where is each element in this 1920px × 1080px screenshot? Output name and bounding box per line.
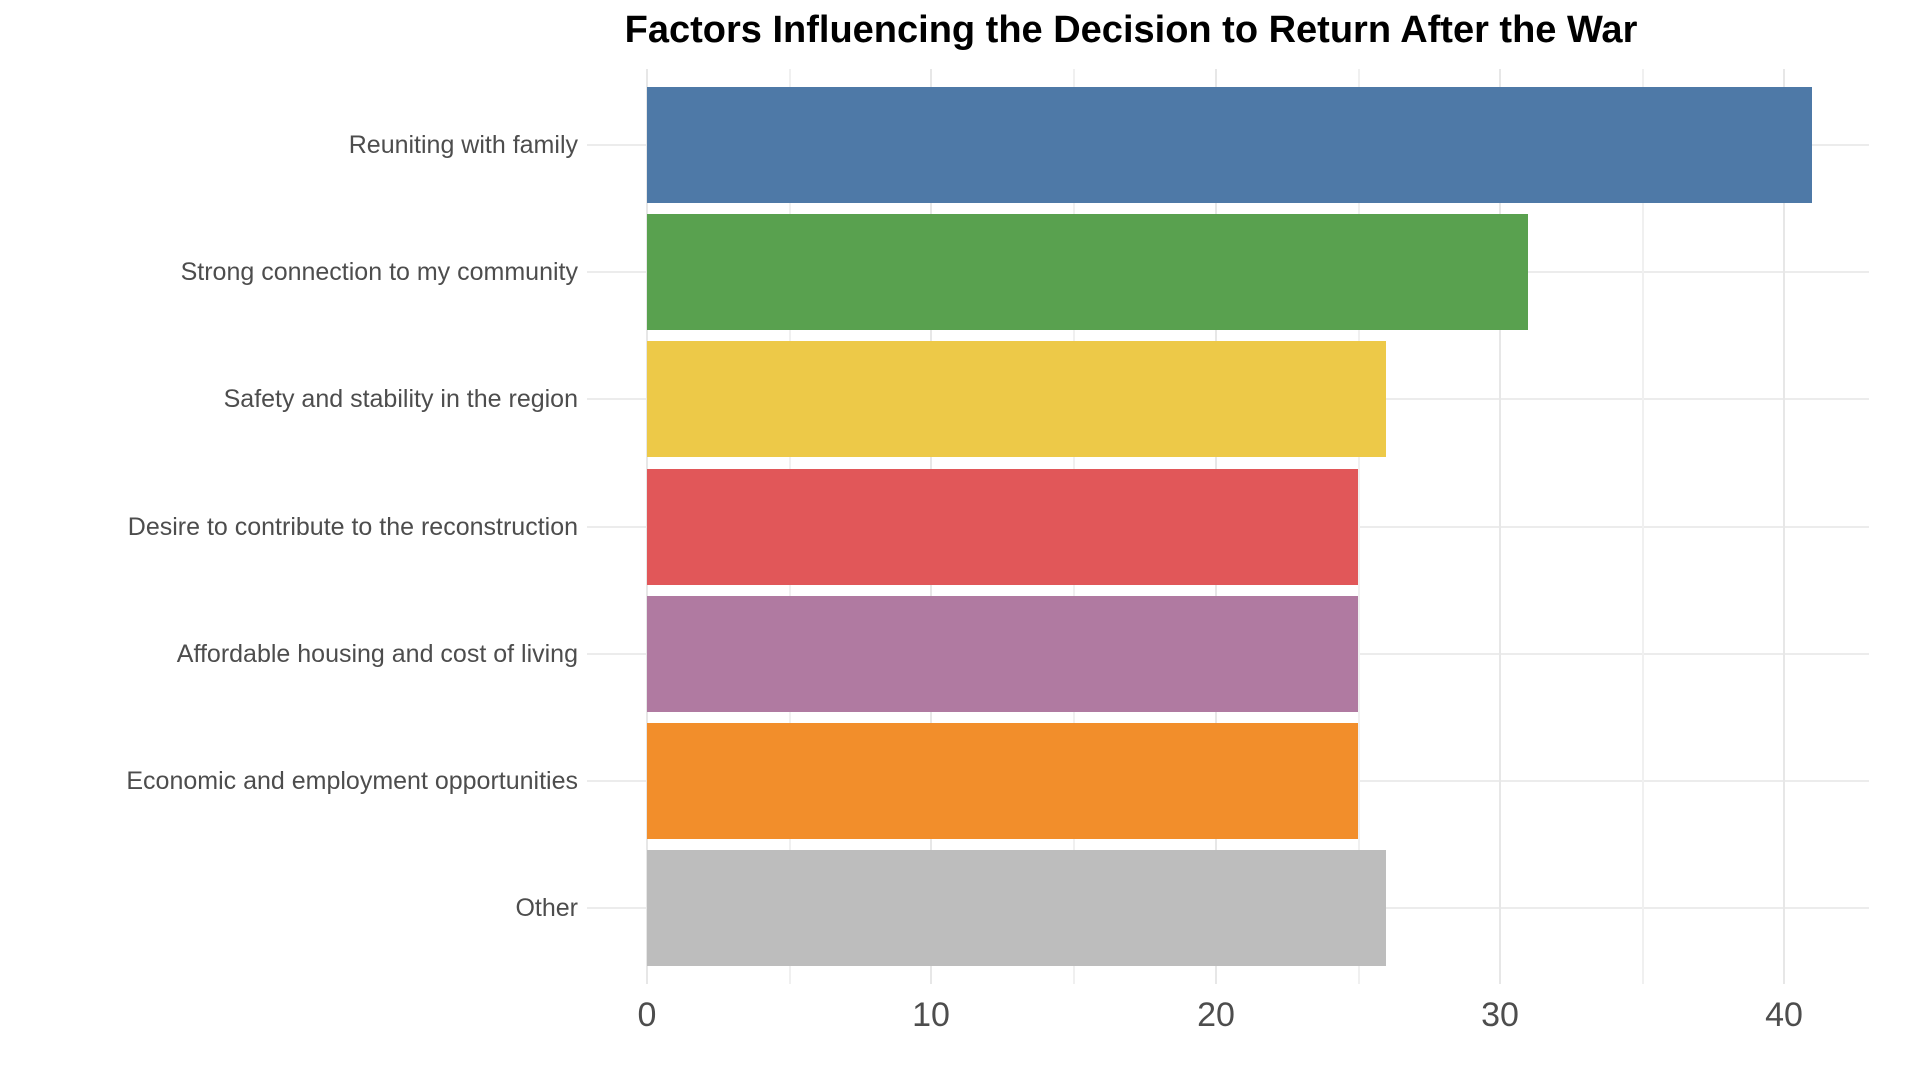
x-minor-gridline xyxy=(1642,69,1644,984)
category-label: Desire to contribute to the reconstructi… xyxy=(127,513,578,541)
x-major-gridline xyxy=(1783,69,1785,984)
bar xyxy=(647,87,1812,203)
bar xyxy=(647,469,1358,585)
category-label: Economic and employment opportunities xyxy=(126,767,578,795)
category-label: Strong connection to my community xyxy=(180,258,578,286)
category-label: Affordable housing and cost of living xyxy=(176,640,578,668)
x-tick-label: 30 xyxy=(1481,996,1519,1034)
x-tick-label: 10 xyxy=(912,996,950,1034)
category-label: Safety and stability in the region xyxy=(223,385,578,413)
bar xyxy=(647,214,1528,330)
x-tick-label: 40 xyxy=(1765,996,1803,1034)
category-label: Other xyxy=(515,894,578,922)
bar xyxy=(647,341,1386,457)
bar xyxy=(647,723,1358,839)
x-tick-label: 20 xyxy=(1197,996,1235,1034)
bar xyxy=(647,850,1386,966)
x-minor-gridline xyxy=(1358,69,1360,984)
x-major-gridline xyxy=(1499,69,1501,984)
x-tick-label: 0 xyxy=(637,996,657,1034)
chart-title: Factors Influencing the Decision to Retu… xyxy=(624,9,1638,51)
bar xyxy=(647,596,1358,712)
category-label: Reuniting with family xyxy=(348,131,578,159)
